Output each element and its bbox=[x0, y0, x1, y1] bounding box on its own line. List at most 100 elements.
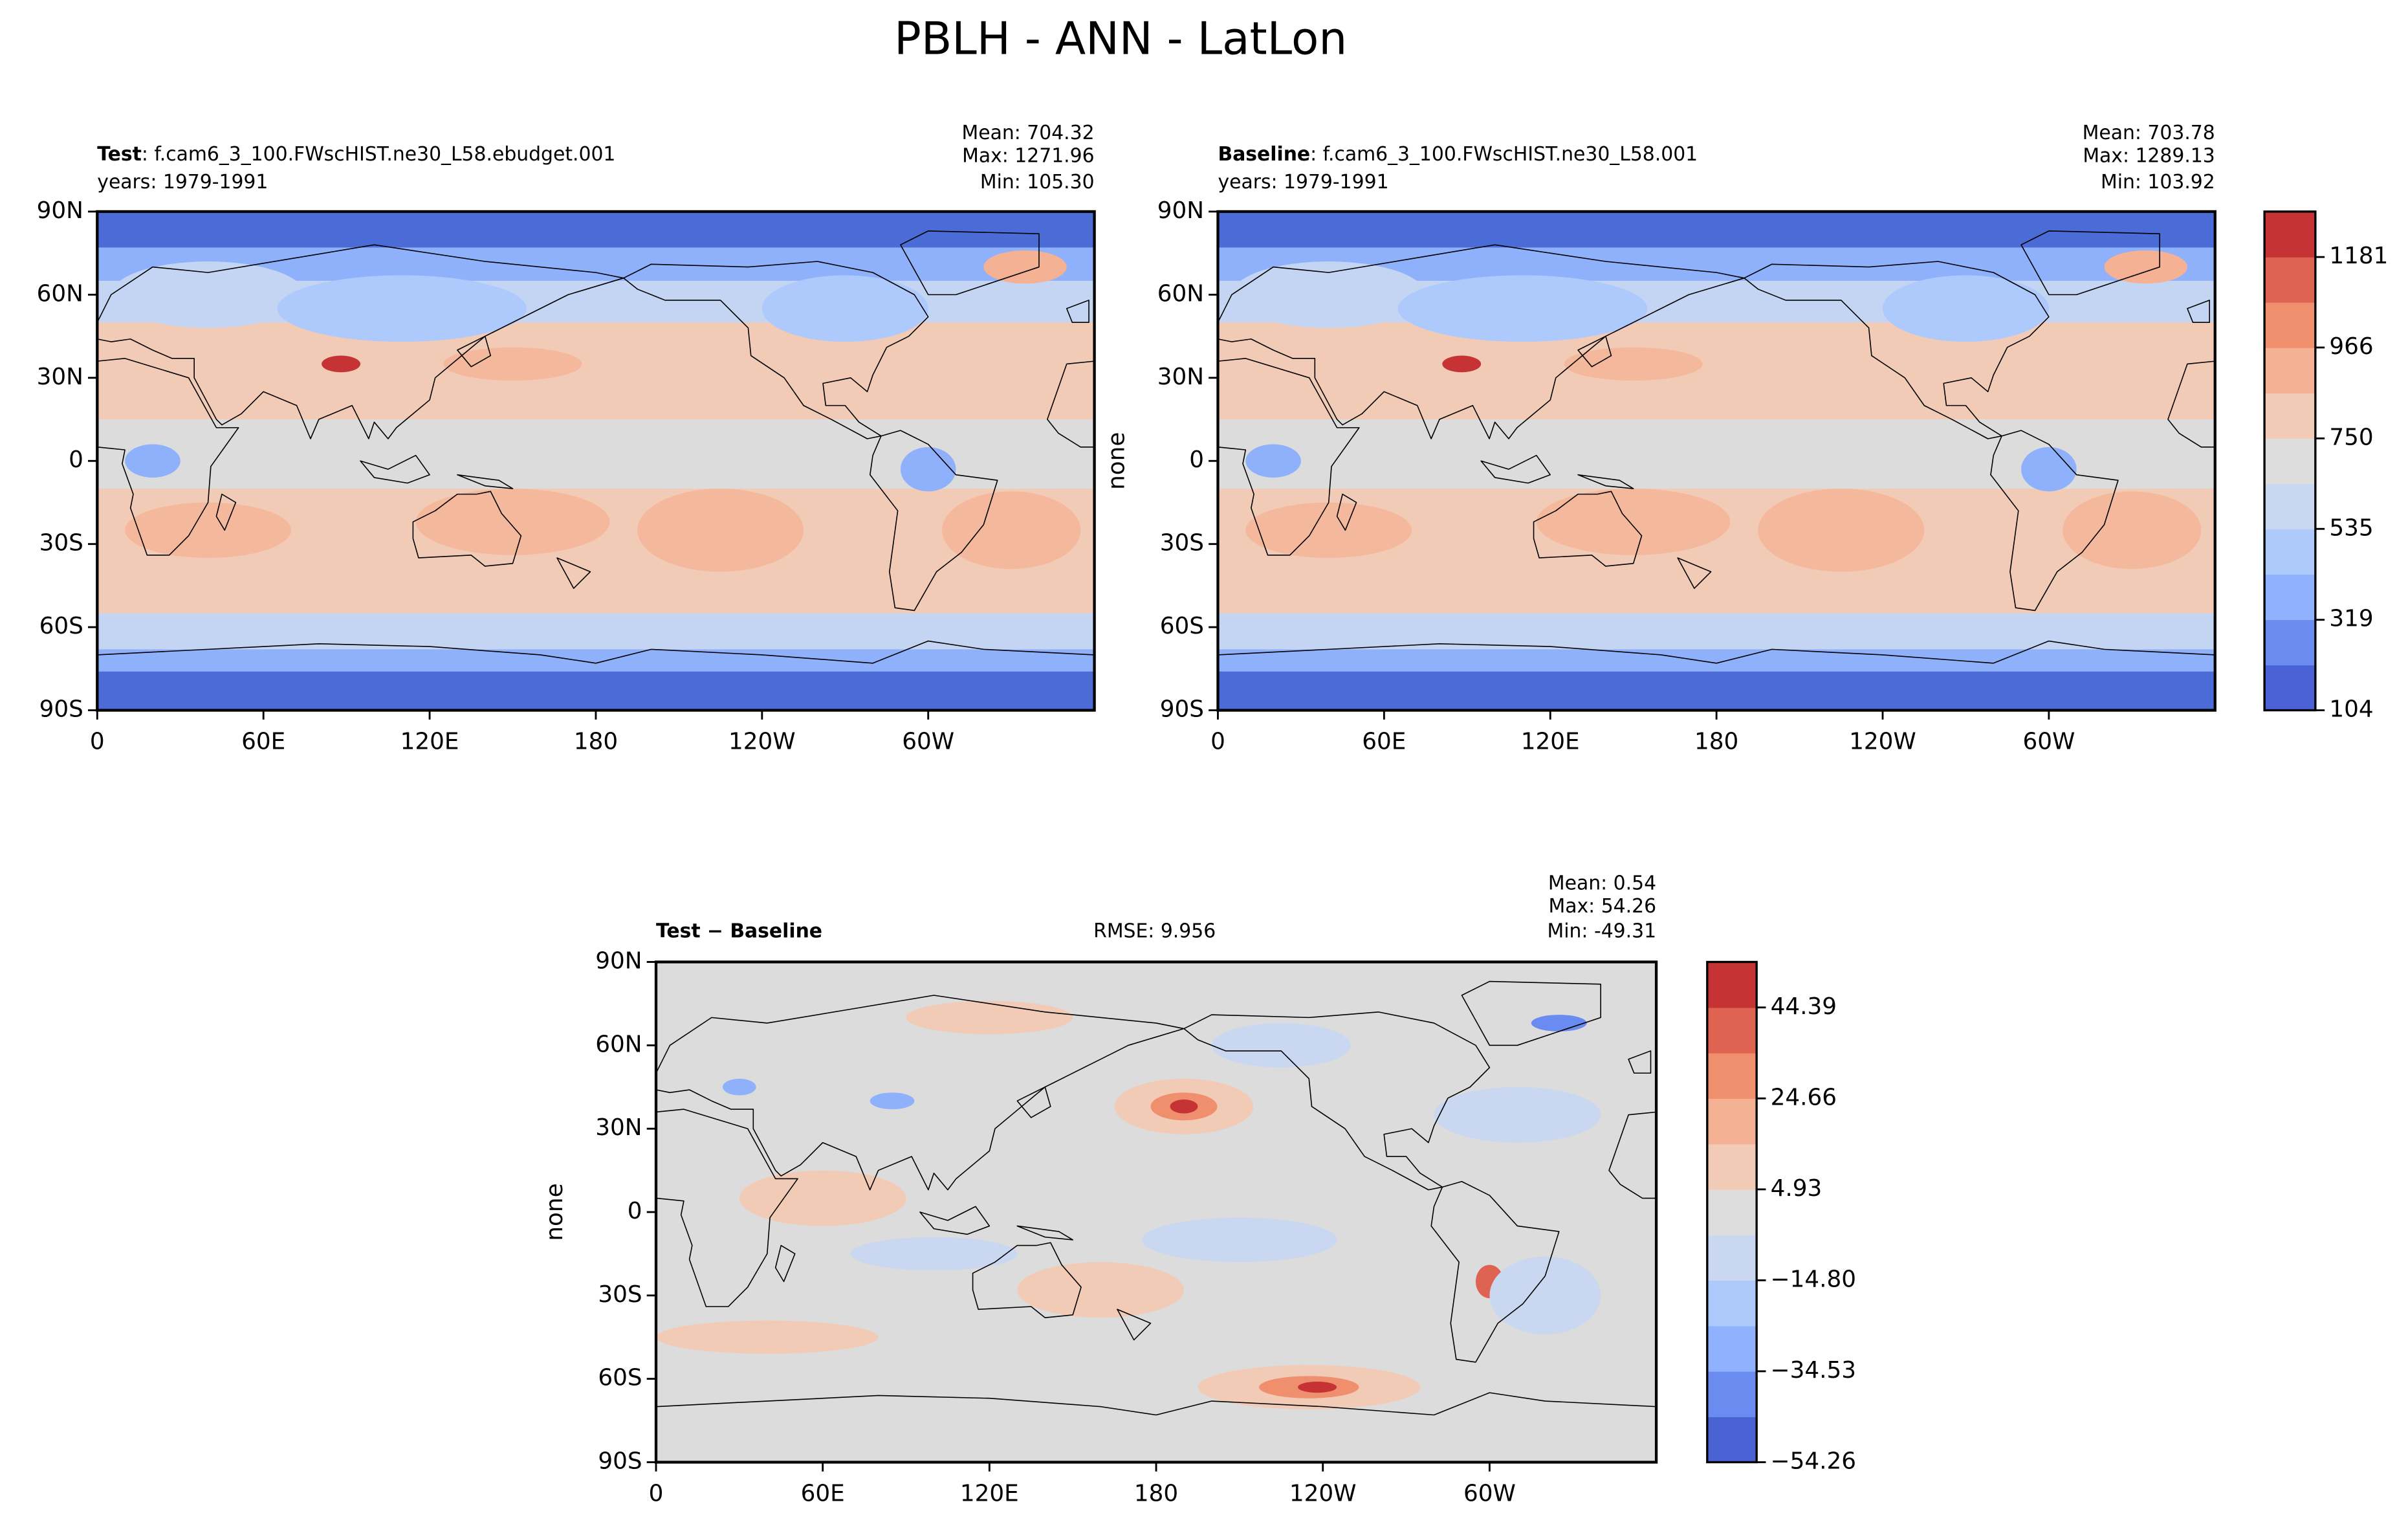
y-tick-label: 60N bbox=[37, 280, 83, 307]
colorbar-segment bbox=[2264, 302, 2315, 348]
colorbar-tick-label: 966 bbox=[2329, 333, 2373, 360]
x-tick-label: 60E bbox=[1362, 729, 1406, 755]
x-tick-label: 180 bbox=[574, 729, 618, 755]
x-tick-label: 60W bbox=[902, 729, 954, 755]
y-tick-label: 0 bbox=[628, 1198, 642, 1224]
y-tick-label: 30S bbox=[39, 530, 83, 557]
colorbar-frame bbox=[1706, 960, 1758, 1464]
map-field bbox=[97, 211, 1095, 711]
stat: Max: 54.26 bbox=[1549, 895, 1657, 918]
x-tick-label: 180 bbox=[1694, 729, 1738, 755]
y-tick-label: 90S bbox=[598, 1448, 642, 1475]
colorbar-tick-label: 319 bbox=[2329, 606, 2373, 632]
colorbar-segment bbox=[1707, 1280, 1757, 1327]
colorbar-tick-label: −54.26 bbox=[1771, 1448, 1856, 1475]
panel-title: Test − Baseline bbox=[656, 920, 822, 942]
colorbar-segment bbox=[2264, 665, 2315, 711]
colorbar-segment bbox=[1707, 1098, 1757, 1145]
stat: Max: 1271.96 bbox=[962, 145, 1094, 168]
stat: Min: -49.31 bbox=[1548, 920, 1657, 942]
x-tick-label: 120E bbox=[400, 729, 459, 755]
y-tick-label: 30N bbox=[37, 364, 83, 390]
stat: Min: 105.30 bbox=[980, 171, 1095, 193]
colorbar-segment bbox=[1707, 1371, 1757, 1417]
colorbar-segment bbox=[1707, 1143, 1757, 1190]
colorbar-tick-label: 104 bbox=[2329, 696, 2373, 723]
figure-title: PBLH - ANN - LatLon bbox=[894, 14, 1347, 65]
case-label: Test − Baseline bbox=[656, 920, 822, 942]
colorbar-segment bbox=[1707, 1235, 1757, 1281]
x-tick-label: 180 bbox=[1134, 1481, 1178, 1507]
colorbar-tick-label: 750 bbox=[2329, 424, 2373, 450]
case-label: Baseline bbox=[1218, 143, 1310, 166]
panel-subtitle: years: 1979-1991 bbox=[1218, 171, 1388, 193]
y-tick-label: 60N bbox=[1157, 280, 1204, 307]
y-axis-label: none bbox=[542, 1183, 568, 1241]
colorbar-segment bbox=[2264, 529, 2315, 575]
x-tick-label: 120W bbox=[728, 729, 796, 755]
y-tick-label: 0 bbox=[69, 447, 83, 473]
y-tick-label: 0 bbox=[1189, 447, 1204, 473]
y-tick-label: 90S bbox=[39, 696, 83, 723]
panel-subtitle: years: 1979-1991 bbox=[97, 171, 268, 193]
colorbar-segment bbox=[1707, 962, 1757, 1008]
colorbar-segment bbox=[1707, 1417, 1757, 1463]
colorbar-tick-label: 535 bbox=[2329, 514, 2373, 541]
rmse: RMSE: 9.956 bbox=[1093, 920, 1216, 942]
y-tick-label: 30N bbox=[595, 1114, 642, 1141]
colorbar-tick-label: 4.93 bbox=[1771, 1175, 1822, 1202]
y-tick-label: 90N bbox=[1157, 197, 1204, 224]
x-tick-label: 120E bbox=[1521, 729, 1580, 755]
y-tick-label: 90N bbox=[37, 197, 83, 224]
x-tick-label: 120W bbox=[1289, 1481, 1357, 1507]
colorbar-tick-label: −34.53 bbox=[1771, 1357, 1856, 1384]
stat: Mean: 704.32 bbox=[962, 122, 1095, 144]
x-tick-label: 60E bbox=[241, 729, 285, 755]
panel-title: Test: f.cam6_3_100.FWscHIST.ne30_L58.ebu… bbox=[97, 143, 615, 166]
colorbar-tick-label: 24.66 bbox=[1771, 1084, 1837, 1110]
y-tick-label: 30S bbox=[598, 1281, 642, 1308]
stat: Max: 1289.13 bbox=[2083, 145, 2215, 168]
y-axis-label: none bbox=[1103, 432, 1130, 490]
colorbar-segment bbox=[2264, 438, 2315, 484]
y-tick-label: 60S bbox=[598, 1365, 642, 1391]
x-tick-label: 60E bbox=[801, 1481, 845, 1507]
colorbar-segment bbox=[1707, 1325, 1757, 1372]
y-tick-label: 30S bbox=[1160, 530, 1204, 557]
colorbar-segment bbox=[2264, 211, 2315, 258]
colorbar-tick-label: 1181 bbox=[2329, 243, 2388, 269]
stat: Mean: 703.78 bbox=[2083, 122, 2215, 144]
colorbar-segment bbox=[2264, 483, 2315, 530]
y-tick-label: 30N bbox=[1157, 364, 1204, 390]
colorbar-segment bbox=[1707, 1053, 1757, 1099]
stat: Min: 103.92 bbox=[2101, 171, 2215, 193]
x-tick-label: 120W bbox=[1849, 729, 1916, 755]
stat: Mean: 0.54 bbox=[1548, 872, 1656, 894]
x-tick-label: 120E bbox=[960, 1481, 1019, 1507]
x-tick-label: 0 bbox=[1210, 729, 1225, 755]
y-tick-label: 60S bbox=[1160, 613, 1204, 639]
colorbar-segment bbox=[2264, 574, 2315, 621]
colorbar-segment bbox=[2264, 619, 2315, 666]
colorbar-segment bbox=[1707, 1189, 1757, 1235]
colorbar-segment bbox=[2264, 348, 2315, 393]
colorbar-frame bbox=[2263, 210, 2317, 712]
y-tick-label: 90N bbox=[595, 947, 642, 974]
y-tick-label: 60S bbox=[39, 613, 83, 639]
colorbar-segment bbox=[1707, 1007, 1757, 1054]
colorbar-segment bbox=[2264, 393, 2315, 439]
x-tick-label: 0 bbox=[649, 1481, 664, 1507]
x-tick-label: 0 bbox=[90, 729, 105, 755]
y-tick-label: 90S bbox=[1160, 696, 1204, 723]
case-name: : f.cam6_3_100.FWscHIST.ne30_L58.001 bbox=[1310, 143, 1698, 166]
colorbar-tick-label: −14.80 bbox=[1771, 1266, 1856, 1292]
map-field bbox=[1218, 211, 2215, 711]
y-tick-label: 60N bbox=[595, 1031, 642, 1057]
colorbar-segment bbox=[2264, 256, 2315, 303]
x-tick-label: 60W bbox=[2022, 729, 2075, 755]
case-label: Test bbox=[97, 143, 142, 166]
map-field bbox=[656, 962, 1657, 1463]
case-name: : f.cam6_3_100.FWscHIST.ne30_L58.ebudget… bbox=[142, 143, 616, 166]
